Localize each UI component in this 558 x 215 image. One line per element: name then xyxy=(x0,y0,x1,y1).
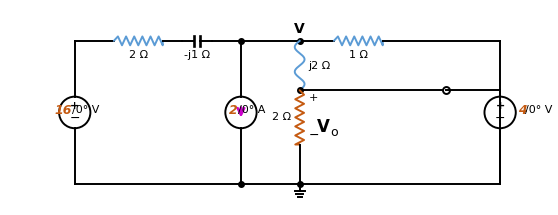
Text: 2 Ω: 2 Ω xyxy=(272,112,291,122)
Text: 2: 2 xyxy=(229,104,238,117)
Text: V: V xyxy=(294,22,305,36)
Text: −: − xyxy=(495,112,506,125)
Text: -j1 Ω: -j1 Ω xyxy=(184,50,210,60)
Text: +: + xyxy=(70,101,79,111)
Text: −: − xyxy=(309,129,319,141)
Text: 4: 4 xyxy=(518,104,527,117)
Text: 2 Ω: 2 Ω xyxy=(129,50,148,60)
Text: /0° V: /0° V xyxy=(72,106,99,115)
Text: j2 Ω: j2 Ω xyxy=(309,61,331,71)
Text: /0° A: /0° A xyxy=(238,106,266,115)
Text: V: V xyxy=(318,118,330,136)
Text: /0° V: /0° V xyxy=(525,106,552,115)
Text: 1 Ω: 1 Ω xyxy=(349,50,368,60)
Text: o: o xyxy=(330,126,338,139)
Text: +: + xyxy=(309,93,318,103)
Text: −: − xyxy=(70,112,80,125)
Text: +: + xyxy=(496,101,505,111)
Text: 16: 16 xyxy=(54,104,72,117)
